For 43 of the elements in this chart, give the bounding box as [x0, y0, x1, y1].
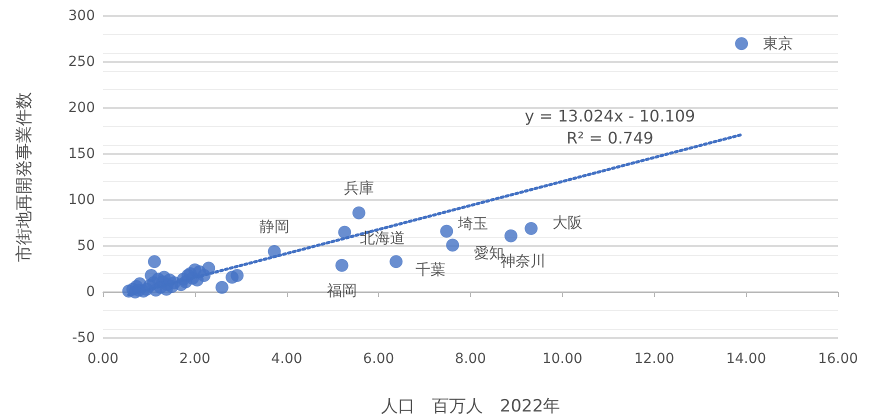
point [215, 280, 228, 294]
y-axis-title: 市街地再開発事業件数 [14, 92, 34, 262]
point [202, 262, 216, 275]
data-label: 大阪 [552, 214, 583, 232]
data-label: 埼玉 [457, 214, 488, 232]
point [352, 206, 366, 220]
data-label: 千葉 [416, 260, 446, 279]
x-tick-label: 8.00 [454, 351, 486, 367]
data-label: 静岡 [259, 218, 290, 236]
x-axis-title: 人口 百万人 2022年 [380, 396, 560, 416]
y-tick-label: 150 [68, 146, 95, 162]
y-tick-label: 100 [68, 192, 95, 208]
point [440, 224, 454, 238]
data-label: 福岡 [326, 281, 357, 300]
point [446, 238, 460, 252]
annotation: R² = 0.749 [566, 128, 654, 148]
point [335, 258, 348, 272]
point [230, 268, 244, 282]
data-label: 兵庫 [344, 178, 374, 197]
y-tick-label: 200 [68, 100, 95, 116]
y-tick-label: 300 [68, 8, 95, 24]
point [735, 37, 748, 50]
annotation: y = 13.024x - 10.109 [524, 106, 696, 126]
point [338, 226, 352, 239]
point [524, 222, 538, 236]
point [268, 245, 281, 258]
x-tick-label: 12.00 [634, 351, 674, 367]
x-tick-label: 10.00 [542, 351, 582, 367]
y-tick-label: 0 [86, 284, 95, 300]
point [390, 255, 403, 268]
data-label: 北海道 [360, 229, 406, 248]
x-tick-label: 4.00 [271, 351, 302, 367]
y-tick-label: -50 [72, 330, 95, 346]
data-label: 東京 [763, 34, 794, 53]
y-tick-label: 50 [77, 238, 95, 254]
x-tick-label: 2.00 [179, 351, 210, 367]
x-tick-label: 14.00 [726, 351, 766, 367]
point [504, 229, 518, 242]
x-tick-label: 16.00 [818, 351, 858, 367]
x-tick-label: 6.00 [363, 351, 394, 367]
x-tick-label: 0.00 [87, 351, 119, 367]
y-tick-label: 250 [68, 54, 95, 70]
point [148, 255, 161, 268]
